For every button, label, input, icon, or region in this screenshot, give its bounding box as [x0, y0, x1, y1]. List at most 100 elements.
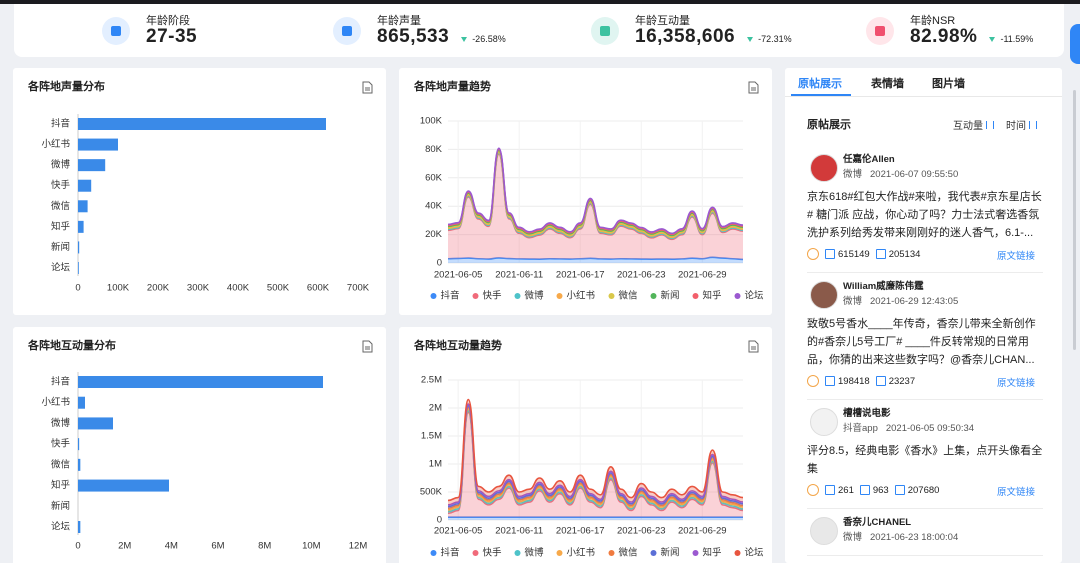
- y-tick-label: 1.5M: [421, 431, 442, 442]
- source-link[interactable]: 原文链接: [996, 487, 1035, 498]
- y-tick-label: 微信: [51, 458, 70, 470]
- kpi-value: 27-35: [146, 26, 198, 47]
- x-tick-label: 2021-06-23: [617, 526, 666, 537]
- down-arrow: [461, 37, 468, 42]
- y-tick-label: 0: [437, 258, 442, 269]
- icon-shape: [748, 340, 759, 353]
- legend-swatch: [650, 293, 657, 299]
- post-text: 京东618#红包大作战#来啦，我代表#京东星店长# 糖门派 应战，你心动了吗？力…: [807, 191, 1042, 239]
- stat-value: 23237: [888, 375, 916, 387]
- x-tick-label: 10M: [302, 541, 321, 552]
- icon-lines: [365, 87, 370, 91]
- chart-title: 各阵地互动量分布: [27, 338, 116, 352]
- stat-value: 205134: [888, 248, 921, 260]
- legend-label: 小红书: [567, 547, 596, 559]
- kpi-icon: [333, 17, 361, 45]
- legend-swatch: [430, 293, 437, 299]
- post: William威廉陈伟霆 微博 2021-06-29 12:43:05 致敬5号香水_…: [807, 273, 1043, 400]
- y-tick-label: 60K: [425, 172, 443, 183]
- post-text: 评分8.5，经典电影《香水》上集，点开头像看全集: [807, 445, 1043, 475]
- y-tick-label: 新闻: [51, 500, 70, 512]
- bar: [78, 417, 113, 430]
- chart-title: 各阵地声量分布: [27, 79, 105, 93]
- bar: [78, 262, 79, 274]
- legend-label: 论坛: [745, 547, 765, 559]
- bar: [78, 458, 81, 471]
- sort-option[interactable]: 互动量: [953, 117, 994, 132]
- chart: 各阵地声量趋势 0 20K 40K 60K 80K 100K 2021-06-05 2021-0…: [413, 79, 764, 302]
- post-time: 2021-06-05 09:50:34: [885, 423, 975, 434]
- source-link[interactable]: 原文链接: [996, 378, 1035, 389]
- post-meta: 微博 2021-06-29 12:43:05: [843, 294, 1043, 309]
- window-frame: [0, 0, 1080, 4]
- series-line: [447, 406, 744, 510]
- legend-label: 微信: [619, 290, 638, 302]
- legend-label: 新闻: [661, 290, 680, 302]
- legend-swatch: [514, 550, 521, 556]
- x-tick-label: 2021-06-11: [495, 526, 543, 537]
- panel: 各阵地声量趋势 0 20K 40K 60K 80K 100K 2021-06-05 2021-0…: [399, 68, 772, 315]
- export-icon[interactable]: [748, 81, 759, 94]
- post-meta: 微博 2021-06-07 09:55:50: [843, 167, 1043, 182]
- y-tick-label: 小红书: [41, 138, 70, 150]
- stat-icon: [825, 485, 835, 495]
- kpi-value: 865,533: [377, 26, 450, 47]
- x-tick-label: 12M: [349, 541, 368, 552]
- area-fill: [448, 257, 743, 263]
- series-line: [447, 409, 744, 513]
- sentiment-icon: [807, 248, 819, 260]
- x-tick-label: 700K: [347, 283, 370, 294]
- x-tick-label: 2021-06-17: [556, 526, 605, 537]
- platform: 微博: [843, 296, 863, 307]
- stat-icon: [894, 485, 905, 495]
- tab[interactable]: 原帖展示: [798, 78, 842, 90]
- series-line: [447, 404, 744, 508]
- tab[interactable]: 图片墙: [932, 78, 965, 90]
- kpi-label: 年龄阶段: [146, 15, 190, 27]
- avatar: [810, 154, 838, 182]
- y-tick-label: 微信: [51, 200, 70, 212]
- x-tick-label: 8M: [258, 541, 271, 552]
- kpi-change-value: -11.59%: [1000, 34, 1034, 44]
- sort-option[interactable]: 时间: [1006, 117, 1037, 132]
- stat-icon: [825, 249, 835, 259]
- tab[interactable]: 表情墙: [871, 78, 904, 90]
- side-tab[interactable]: [1070, 24, 1080, 64]
- x-tick-label: 300K: [187, 283, 210, 294]
- platform: 微博: [843, 532, 863, 543]
- scrollbar[interactable]: [1073, 90, 1076, 350]
- chart: 各阵地互动量趋势 0 500K 1M 1.5M 2M 2.5M 2021-06-05 2021-…: [413, 338, 765, 559]
- x-tick-label: 2M: [118, 541, 131, 552]
- down-arrow: [989, 37, 996, 42]
- x-tick-label: 2021-06-17: [556, 270, 605, 281]
- export-icon[interactable]: [748, 340, 759, 353]
- icon-glyph: [111, 26, 121, 36]
- icon-lines: [365, 346, 370, 350]
- bar: [78, 438, 80, 451]
- chart-title: 各阵地声量趋势: [413, 79, 491, 93]
- chart-title: 各阵地互动量趋势: [413, 338, 502, 352]
- panel: 各阵地互动量趋势 0 500K 1M 1.5M 2M 2.5M 2021-06-05 2021-…: [399, 327, 772, 563]
- legend-swatch: [608, 293, 615, 299]
- export-icon[interactable]: [362, 340, 373, 353]
- sentiment-icon: [807, 484, 819, 496]
- post-meta: 微博 2021-06-23 18:00:04: [843, 530, 1043, 545]
- sort-icon: [1029, 121, 1037, 129]
- icon-glyph: [600, 26, 610, 36]
- stat-icon: [825, 376, 835, 386]
- source-link[interactable]: 原文链接: [996, 251, 1035, 262]
- avatar: [810, 408, 838, 436]
- x-tick-label: 0: [75, 283, 80, 294]
- kpi-label: 年龄NSR: [910, 15, 956, 27]
- area-fill: [448, 154, 743, 260]
- post-stats: 615149 205134 原文链接: [807, 246, 1043, 262]
- stat-icon: [875, 376, 886, 386]
- series-line: [447, 403, 744, 506]
- y-tick-label: 论坛: [51, 521, 71, 533]
- legend-label: 抖音: [441, 547, 460, 559]
- kpi-change-value: -72.31%: [758, 34, 792, 44]
- export-icon[interactable]: [362, 81, 373, 94]
- post: 任嘉伦Allen 微博 2021-06-07 09:55:50 京东618#红包大作战…: [807, 146, 1043, 273]
